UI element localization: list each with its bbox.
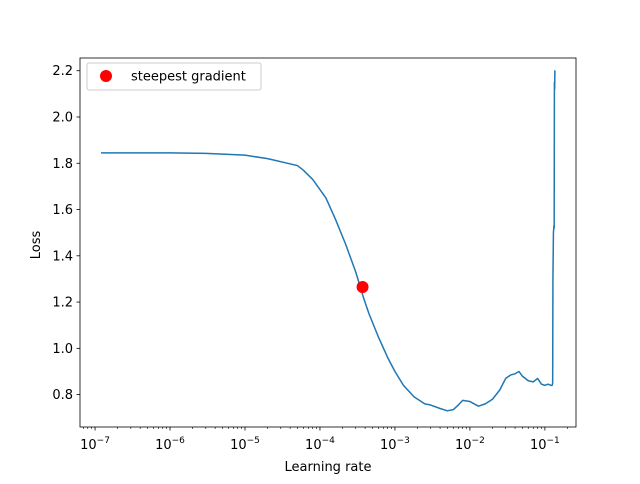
- y-tick-label: 2.0: [52, 110, 73, 125]
- steepest-gradient-point: [356, 281, 369, 294]
- legend: steepest gradient: [86, 62, 262, 91]
- y-tick-label: 2.2: [52, 64, 73, 79]
- x-tick-label: 10−2: [455, 436, 485, 453]
- x-tick-label: 10−3: [380, 436, 410, 453]
- x-axis-label: Learning rate: [285, 460, 372, 475]
- y-tick-label: 0.8: [52, 388, 73, 403]
- plot-layer: [100, 69, 556, 412]
- x-tick-label: 10−6: [155, 436, 185, 453]
- y-tick-label: 1.0: [52, 342, 73, 357]
- y-axis-label: Loss: [29, 231, 44, 260]
- legend-box: [86, 62, 262, 91]
- legend-marker: [100, 70, 112, 82]
- x-tick-label: 10−5: [230, 436, 260, 453]
- x-tick-label: 10−4: [305, 436, 335, 453]
- y-tick-label: 1.8: [52, 157, 73, 172]
- y-tick-label: 1.6: [52, 203, 73, 218]
- axes-frame: [79, 57, 577, 428]
- legend-label: steepest gradient: [131, 70, 246, 85]
- loss-curve-0: [100, 69, 556, 412]
- y-tick-label: 1.2: [52, 296, 73, 311]
- x-tick-label: 10−7: [80, 436, 110, 453]
- y-tick-label: 1.4: [52, 249, 73, 264]
- axes-layer: 0.8 1.0 1.2 1.4 1.6 1.8 2.0 2.2 10−7 10−6 10−5 10−4…: [52, 57, 577, 453]
- x-tick-label: 10−1: [530, 436, 560, 453]
